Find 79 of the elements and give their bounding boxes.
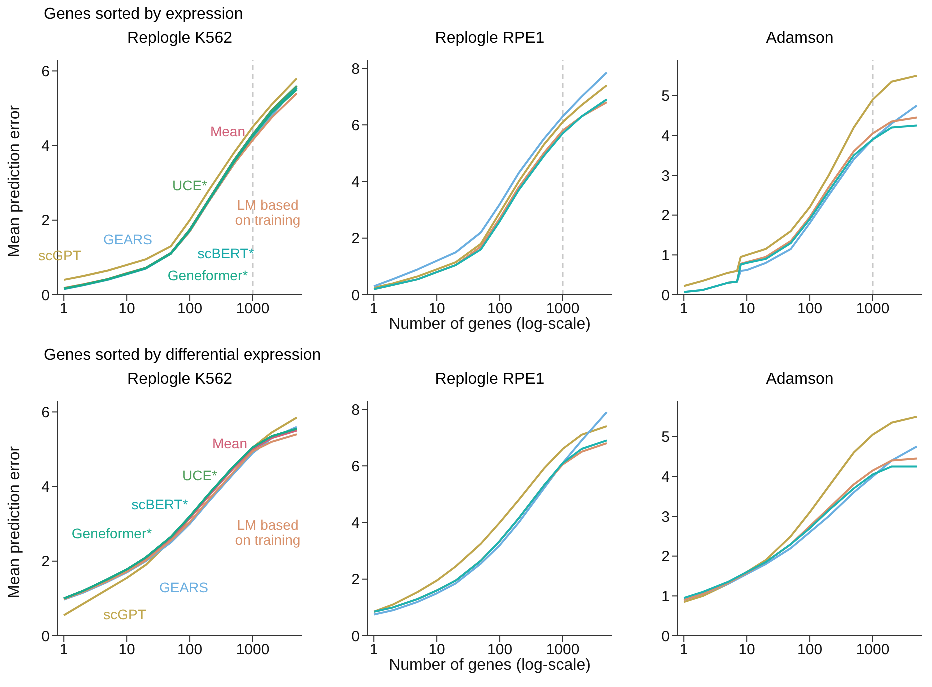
- y-tick-label: 8: [352, 402, 360, 419]
- y-tick-label: 6: [42, 404, 50, 422]
- series-label: UCE*: [182, 468, 218, 484]
- y-tick-label: 4: [42, 479, 50, 496]
- x-tick-label: 10: [738, 642, 756, 659]
- x-tick-label: 100: [798, 642, 823, 659]
- y-tick-label: 6: [352, 117, 360, 134]
- x-tick-label: 100: [178, 300, 203, 318]
- series-label: scGPT: [104, 606, 146, 622]
- y-tick-label: 0: [42, 287, 50, 304]
- chart-title: Adamson: [765, 371, 835, 389]
- series-label: UCE*: [172, 178, 208, 194]
- y-tick-label: 1: [662, 588, 670, 606]
- x-tick-label: 10: [118, 300, 136, 318]
- x-axis-title: Number of genes (log-scale): [389, 316, 591, 333]
- y-tick-label: 3: [662, 168, 670, 185]
- y-tick-label: 2: [352, 572, 360, 589]
- x-tick-label: 10: [428, 300, 446, 318]
- x-tick-label: 1: [60, 642, 68, 659]
- y-tick-label: 0: [662, 628, 670, 646]
- series-label: GEARS: [159, 580, 209, 596]
- y-tick-label: 8: [352, 60, 360, 78]
- chart-subtitle: Genes sorted by expression: [44, 6, 244, 24]
- x-tick-label: 1000: [236, 642, 270, 659]
- y-tick-label: 4: [352, 174, 360, 192]
- y-tick-label: 2: [662, 208, 670, 225]
- chart-subtitle: Genes sorted by differential expression: [44, 347, 322, 365]
- y-axis-title: Mean prediction error: [6, 446, 24, 598]
- series-label: Mean: [210, 124, 246, 140]
- x-tick-label: 1: [60, 300, 68, 318]
- chart-title: Adamson: [765, 30, 835, 48]
- y-tick-label: 1: [662, 247, 670, 264]
- x-tick-label: 1: [370, 642, 378, 659]
- y-tick-label: 4: [662, 469, 670, 486]
- y-tick-label: 0: [352, 628, 360, 646]
- series-label: Mean: [212, 436, 248, 452]
- chart-title: Replogle RPE1: [434, 30, 546, 48]
- chart-title: Replogle K562: [126, 371, 234, 389]
- x-tick-label: 1000: [236, 300, 270, 318]
- x-tick-label: 10: [738, 300, 756, 318]
- x-tick-label: 1000: [856, 300, 890, 318]
- text: LM based on training: [235, 517, 301, 548]
- y-tick-label: 3: [662, 508, 670, 526]
- series-label: Geneformer*: [72, 526, 152, 542]
- x-tick-label: 10: [118, 642, 136, 659]
- x-tick-label: 1: [680, 300, 688, 318]
- x-tick-label: 100: [178, 642, 203, 659]
- x-tick-label: 1000: [546, 300, 580, 318]
- y-tick-label: 2: [42, 212, 50, 230]
- series-label: scBERT*: [132, 496, 188, 512]
- series-label: Geneformer*: [168, 268, 248, 284]
- y-tick-label: 5: [662, 88, 670, 106]
- y-tick-label: 0: [42, 628, 50, 646]
- x-tick-label: 100: [798, 300, 823, 318]
- series-label: GEARS: [103, 232, 153, 248]
- y-tick-label: 2: [662, 548, 670, 566]
- x-tick-label: 100: [488, 642, 513, 659]
- x-axis-title: Number of genes (log-scale): [389, 657, 591, 674]
- y-tick-label: 4: [662, 128, 670, 146]
- x-tick-label: 1000: [856, 642, 890, 659]
- chart-title: Replogle RPE1: [434, 371, 546, 389]
- chart-title: Replogle K562: [126, 30, 234, 48]
- x-tick-label: 10: [428, 642, 446, 659]
- x-tick-label: 1000: [546, 642, 580, 659]
- y-tick-label: 0: [662, 287, 670, 304]
- x-tick-label: 1: [680, 642, 688, 659]
- x-tick-label: 100: [488, 300, 513, 318]
- y-tick-label: 5: [662, 429, 670, 446]
- y-tick-label: 0: [352, 287, 360, 304]
- y-tick-label: 6: [42, 64, 50, 81]
- series-label: scBERT*: [198, 246, 254, 262]
- series-label: LM based on training: [235, 197, 301, 228]
- y-tick-label: 2: [352, 230, 360, 248]
- y-tick-label: 6: [352, 458, 360, 476]
- x-tick-label: 1: [370, 300, 378, 318]
- y-axis-title: Mean prediction error: [6, 104, 24, 258]
- y-tick-label: 2: [42, 554, 50, 571]
- y-tick-label: 4: [352, 515, 360, 532]
- y-tick-label: 4: [42, 138, 50, 156]
